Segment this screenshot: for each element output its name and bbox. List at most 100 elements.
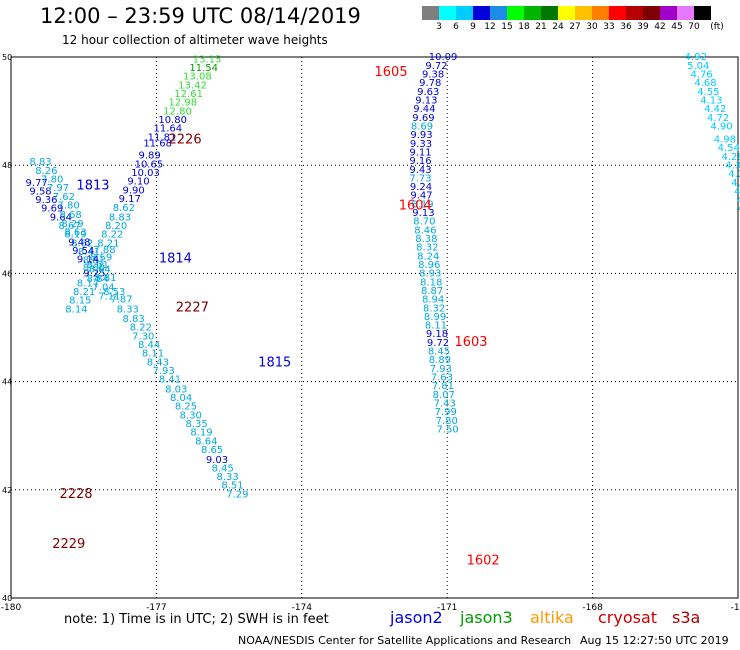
data-label: 9.72 [425, 61, 447, 72]
scale-swatch [643, 6, 660, 20]
data-label: 8.19 [411, 199, 433, 210]
data-label: 8.89 [429, 355, 451, 366]
data-label: 4.21 [728, 169, 740, 180]
scale-label: 70 [688, 22, 700, 32]
data-label: 8.21 [97, 238, 119, 249]
data-label: 10.80 [158, 115, 187, 126]
footer-credit: NOAA/NESDIS Center for Satellite Applica… [238, 634, 572, 647]
time-annotation: 1603 [454, 335, 487, 350]
page-subtitle: 12 hour collection of altimeter wave hei… [62, 33, 328, 47]
scale-swatch [694, 6, 711, 20]
x-tick-label: -174 [292, 603, 313, 613]
data-label: 8.25 [175, 402, 197, 413]
data-label: 11.64 [153, 124, 182, 135]
data-label: 8.60 [83, 263, 105, 274]
scale-swatch [609, 6, 626, 20]
data-label: 4.54 [718, 143, 740, 154]
data-label: 8.07 [433, 390, 455, 401]
data-label: 8.81 [83, 256, 105, 267]
data-label: 8.35 [185, 419, 207, 430]
data-label: 11.54 [189, 63, 218, 74]
time-annotation: 1815 [258, 355, 291, 370]
data-label: 10.65 [135, 159, 164, 170]
data-label: 7.99 [435, 407, 457, 418]
data-label: 9.58 [29, 186, 51, 197]
data-label: 9.38 [422, 70, 444, 81]
data-label: 8.29 [61, 219, 83, 230]
data-label: 7.62 [53, 192, 75, 203]
page-title: 12:00 – 23:59 UTC 08/14/2019 [40, 4, 361, 28]
data-label: 7.80 [58, 200, 80, 211]
data-label: 9.11 [409, 147, 431, 158]
data-label: 9.33 [410, 139, 432, 150]
data-label: 7.11 [98, 291, 120, 302]
data-label: 10.03 [131, 168, 160, 179]
scale-label: 15 [501, 22, 513, 32]
data-label: 12.80 [163, 106, 192, 117]
scale-swatch [575, 6, 592, 20]
data-label: 4.92 [685, 52, 707, 63]
data-label: 8.41 [159, 375, 181, 386]
data-label: 8.30 [180, 410, 202, 421]
data-label: 4.4 [737, 195, 740, 206]
y-tick-label: 42 [2, 486, 12, 495]
time-annotation: 2226 [169, 133, 202, 148]
note: note: 1) Time is in UTC; 2) SWH is in fe… [64, 612, 329, 627]
data-label: 8.93 [419, 269, 441, 280]
data-label: 8.26 [35, 166, 57, 177]
data-label: 8.45 [428, 347, 450, 358]
scale-swatch [524, 6, 541, 20]
data-label: 10.09 [429, 52, 458, 63]
data-label: 8.19 [64, 230, 86, 241]
y-tick-label: 50 [2, 53, 12, 62]
data-label: 8.41 [78, 247, 100, 258]
data-label: 8.15 [69, 296, 91, 307]
data-label: 9.69 [41, 204, 63, 215]
time-annotation: 2228 [59, 487, 92, 502]
data-label: 4.30 [731, 178, 740, 189]
time-annotation: 1602 [467, 553, 500, 568]
data-label: 7.88 [93, 245, 115, 256]
data-label: 13.42 [178, 80, 207, 91]
data-label: 9.25 [83, 269, 105, 280]
data-label: 8.70 [413, 217, 435, 228]
data-label: 8.65 [201, 445, 223, 456]
data-label: 4.90 [710, 121, 732, 132]
data-label: 8.67 [58, 221, 80, 232]
time-annotation: 2227 [176, 300, 209, 315]
data-label: 8.64 [87, 274, 109, 285]
legend-item-cryosat: cryosat [598, 608, 658, 627]
scale-unit: (ft) [710, 22, 724, 32]
scale-label: 21 [535, 22, 547, 32]
data-label: 9.03 [206, 455, 228, 466]
scale-label: 6 [453, 22, 459, 32]
data-label: 8.19 [190, 428, 212, 439]
data-label: 9.54 [72, 246, 94, 257]
data-label: 9.14 [77, 255, 99, 266]
data-label: 8.46 [414, 225, 436, 236]
data-label: 9.90 [122, 185, 144, 196]
data-label: 9.72 [427, 338, 449, 349]
scale-swatch [507, 6, 524, 20]
data-label: 9.78 [419, 78, 441, 89]
scale-swatch [592, 6, 609, 20]
legend-item-jason2: jason2 [390, 608, 443, 627]
data-label: 8.03 [165, 384, 187, 395]
scale-swatch [558, 6, 575, 20]
data-label: 9.18 [426, 329, 448, 340]
data-label: 9.64 [50, 212, 72, 223]
data-label: 9.24 [410, 182, 432, 193]
time-annotation: 1814 [159, 252, 192, 267]
data-label: 7.63 [431, 373, 453, 384]
time-annotation: 1604 [399, 199, 432, 214]
data-label: 9.13 [412, 208, 434, 219]
data-label: 4.31 [725, 160, 740, 171]
legend-item-jason3: jason3 [460, 608, 513, 627]
legend-item-s3a: s3a [672, 608, 701, 627]
data-label: 9.89 [138, 151, 160, 162]
time-annotation: 2229 [52, 537, 85, 552]
data-label: 9.17 [119, 194, 141, 205]
data-label: 12.98 [169, 98, 198, 109]
data-label: 8.51 [221, 481, 243, 492]
